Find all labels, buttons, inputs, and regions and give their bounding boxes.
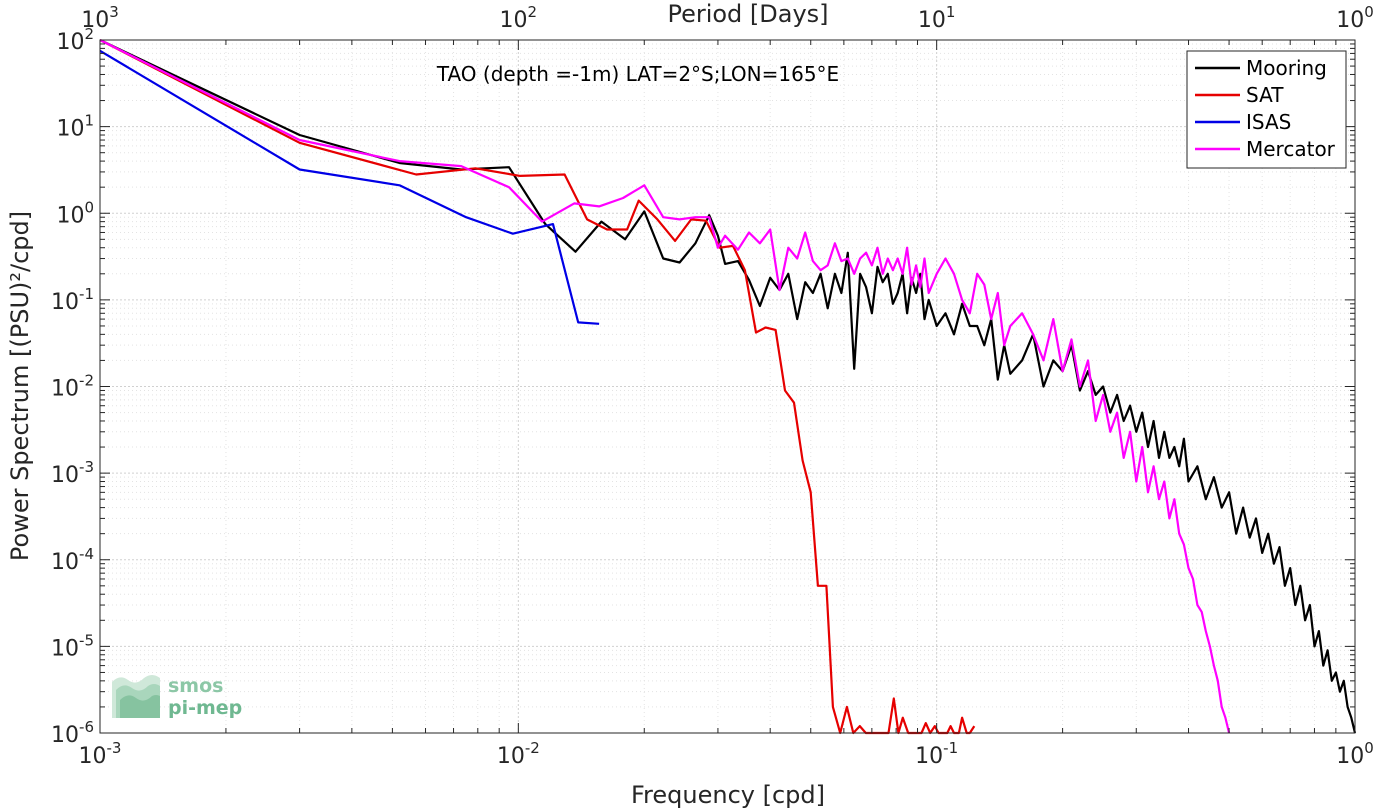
y-axis-label: Power Spectrum [(PSU)²/cpd]: [6, 211, 34, 561]
top-axis-label: Period [Days]: [667, 0, 828, 28]
x-tick-label: 100: [1336, 739, 1374, 769]
top-tick-base: 10: [918, 8, 946, 33]
series-mooring: [99, 39, 1357, 734]
y-tick-exp: -4: [79, 545, 94, 563]
top-tick-exp: 1: [946, 3, 956, 21]
y-tick-exp: -2: [79, 372, 94, 390]
top-tick-exp: 0: [1364, 3, 1374, 21]
y-tick-base: 10: [56, 30, 84, 55]
y-tick-exp: -1: [79, 285, 94, 303]
legend-label-mercator: Mercator: [1246, 137, 1336, 161]
tick-marks: [99, 39, 1356, 734]
series-line-mooring: [99, 39, 1357, 734]
y-tick-label: 10-1: [51, 285, 94, 315]
x-tick-base: 10: [497, 744, 525, 769]
y-tick-base: 10: [51, 377, 79, 402]
y-tick-label: 100: [56, 198, 94, 228]
top-tick-label: 103: [81, 3, 119, 33]
y-tick-base: 10: [51, 636, 79, 661]
x-tick-exp: -3: [107, 739, 122, 757]
top-tick-base: 10: [81, 8, 109, 33]
logo-text-smos: smos: [168, 675, 223, 697]
y-tick-exp: -5: [79, 631, 94, 649]
y-tick-label: 102: [56, 25, 94, 55]
y-tick-base: 10: [56, 203, 84, 228]
y-tick-label: 10-3: [51, 458, 94, 488]
top-tick-base: 10: [500, 8, 528, 33]
top-tick-label: 102: [500, 3, 538, 33]
x-tick-base: 10: [1336, 744, 1364, 769]
y-tick-exp: -6: [79, 718, 94, 736]
x-tick-base: 10: [915, 744, 943, 769]
top-tick-exp: 3: [109, 3, 119, 21]
top-tick-label: 101: [918, 3, 956, 33]
y-tick-exp: 0: [84, 198, 94, 216]
x-tick-exp: 0: [1364, 739, 1374, 757]
x-tick-exp: -2: [525, 739, 540, 757]
y-tick-base: 10: [51, 550, 79, 575]
logo-text-pimep: pi-mep: [168, 697, 242, 719]
series-line-sat: [99, 39, 976, 735]
x-tick-exp: -1: [943, 739, 958, 757]
legend-label-isas: ISAS: [1246, 110, 1291, 134]
series-isas: [99, 49, 600, 325]
logo-wave-icon-3: [120, 695, 160, 718]
y-tick-label: 10-6: [51, 718, 94, 748]
chart-title: TAO (depth =-1m) LAT=2°S;LON=165°E: [436, 62, 839, 86]
x-tick-label: 10-2: [497, 739, 540, 769]
y-tick-label: 10-5: [51, 631, 94, 661]
legend: Mooring SAT ISAS Mercator: [1186, 50, 1347, 169]
y-tick-label: 101: [56, 112, 94, 142]
legend-items: Mooring SAT ISAS Mercator: [1195, 56, 1336, 161]
series-mercator: [99, 39, 1231, 734]
y-axis-label-text: Power Spectrum [(PSU)²/cpd]: [6, 211, 34, 561]
y-tick-label: 10-4: [51, 545, 94, 575]
y-tick-label: 10-2: [51, 372, 94, 402]
y-tick-base: 10: [51, 463, 79, 488]
y-tick-exp: 1: [84, 112, 94, 130]
x-tick-label: 10-1: [915, 739, 958, 769]
legend-label-sat: SAT: [1246, 83, 1284, 107]
y-tick-base: 10: [51, 290, 79, 315]
series-layer: [99, 39, 1357, 735]
smos-logo: smos pi-mep: [112, 675, 242, 719]
y-tick-exp: -3: [79, 458, 94, 476]
series-line-isas: [99, 49, 600, 325]
top-tick-label: 100: [1336, 3, 1374, 33]
legend-label-mooring: Mooring: [1246, 56, 1327, 80]
top-tick-base: 10: [1336, 8, 1364, 33]
x-tick-base: 10: [79, 744, 107, 769]
series-line-mercator: [99, 39, 1231, 734]
top-tick-exp: 2: [528, 3, 538, 21]
x-axis-label: Frequency [cpd]: [631, 781, 825, 809]
y-tick-exp: 2: [84, 25, 94, 43]
x-tick-label: 10-3: [79, 739, 122, 769]
y-tick-base: 10: [51, 723, 79, 748]
y-tick-base: 10: [56, 117, 84, 142]
